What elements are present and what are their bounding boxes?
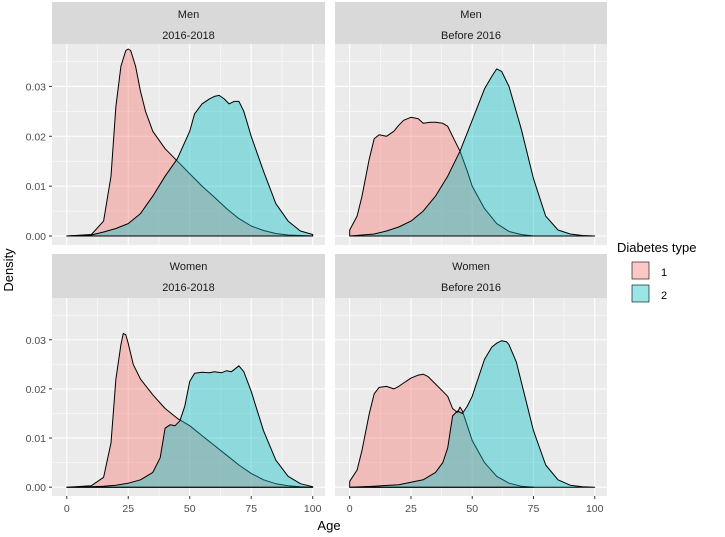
legend-label-type-2: 2 (661, 290, 667, 302)
legend-swatch-type-1 (631, 261, 650, 280)
legend-key-type-1 (631, 261, 650, 281)
density-area-type-1 (66, 332, 314, 488)
x-tick-label: 50 (184, 503, 196, 515)
strip-label-sex: Women (170, 261, 208, 273)
y-tick-label: 0.02 (26, 384, 47, 396)
y-tick-label: 0.03 (26, 335, 47, 347)
legend-swatch-type-2 (631, 284, 650, 303)
strip-label-sex: Men (178, 9, 199, 21)
panel-women-2016-2018: Women 2016-2018 0.00 0.01 0.02 0.03 0 25 50 75 100 (26, 254, 325, 515)
density-area-type-2 (66, 94, 314, 237)
density-area-type-2 (349, 68, 596, 237)
panel-strip (335, 2, 607, 44)
density-area-type-2 (349, 340, 596, 488)
panel-strip (335, 254, 607, 298)
panel-strip (52, 2, 325, 44)
strip-label-period: 2016-2018 (162, 282, 215, 294)
x-tick-label: 25 (405, 503, 417, 515)
strip-label-period: Before 2016 (441, 282, 501, 294)
legend-label-type-1: 1 (661, 267, 667, 279)
y-tick-label: 0.03 (26, 81, 47, 93)
panel-men-before-2016: Men Before 2016 (335, 2, 607, 245)
panel-strip (52, 254, 325, 298)
y-tick-label: 0.00 (26, 482, 47, 494)
y-tick-label: 0.02 (26, 131, 47, 143)
strip-label-sex: Men (460, 9, 481, 21)
x-tick-label: 100 (586, 503, 604, 515)
density-area-type-2 (66, 365, 314, 488)
density-area-type-1 (66, 48, 314, 237)
y-tick-label: 0.01 (26, 181, 47, 193)
x-tick-label: 75 (528, 503, 540, 515)
y-axis-title: Density (1, 248, 16, 292)
legend-key-type-2 (631, 284, 650, 304)
x-tick-label: 100 (304, 503, 322, 515)
panel-women-before-2016: Women Before 2016 0 25 50 75 100 (335, 254, 607, 515)
x-tick-label: 75 (245, 503, 257, 515)
strip-label-period: Before 2016 (441, 30, 501, 42)
density-area-type-1 (349, 373, 534, 488)
legend-title: Diabetes type (617, 240, 697, 255)
x-tick-label: 50 (466, 503, 478, 515)
y-tick-label: 0.01 (26, 433, 47, 445)
x-axis-title: Age (317, 518, 340, 533)
y-tick-label: 0.00 (26, 231, 47, 243)
x-tick-label: 25 (122, 503, 134, 515)
legend: Diabetes type 1 2 (617, 240, 697, 304)
x-tick-label: 0 (64, 503, 70, 515)
density-area-type-1 (349, 116, 534, 237)
strip-label-sex: Women (452, 261, 490, 273)
panels-layer: Men 2016-2018 0.00 0.01 0.02 0.03 Men Before 20… (26, 2, 607, 515)
x-tick-label: 0 (347, 503, 353, 515)
panel-men-2016-2018: Men 2016-2018 0.00 0.01 0.02 0.03 (26, 2, 325, 245)
strip-label-period: 2016-2018 (162, 30, 215, 42)
